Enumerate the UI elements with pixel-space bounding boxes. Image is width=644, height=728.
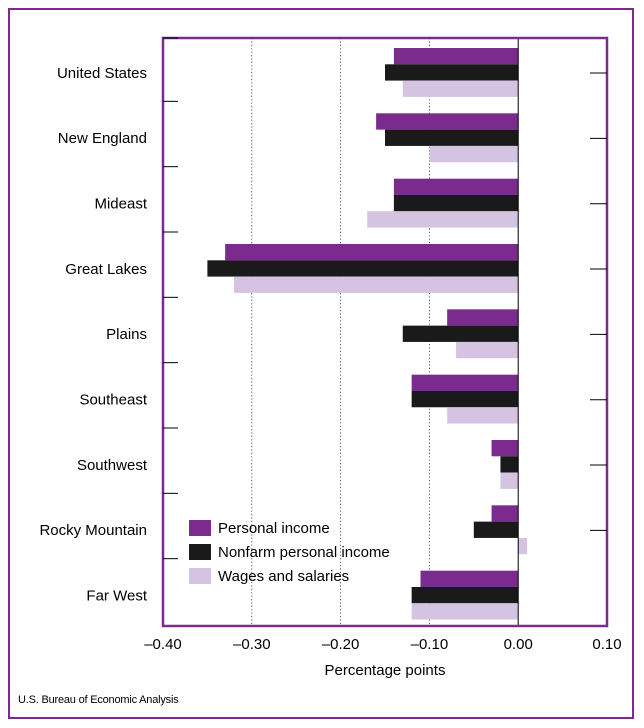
bar <box>393 194 519 212</box>
category-label: United States <box>57 65 147 82</box>
bar <box>473 521 519 538</box>
bar <box>420 570 519 587</box>
bar <box>500 456 519 473</box>
bar <box>411 603 519 620</box>
x-tick-label: 0.10 <box>592 636 621 653</box>
bar <box>207 260 519 277</box>
category-label: Southwest <box>77 457 148 474</box>
legend-label: Nonfarm personal income <box>218 544 390 561</box>
x-tick-label: –0.20 <box>322 636 360 653</box>
bar <box>225 244 519 261</box>
bar <box>411 390 519 408</box>
legend-label: Wages and salaries <box>218 568 349 585</box>
category-label: Plains <box>106 326 147 343</box>
bar <box>376 113 519 130</box>
bar <box>491 440 519 457</box>
bar <box>447 407 519 424</box>
bar <box>491 505 519 522</box>
legend-swatch <box>189 520 211 536</box>
bar <box>447 309 519 326</box>
bar <box>429 145 519 163</box>
x-tick-label: –0.40 <box>144 636 182 653</box>
chart-frame <box>8 8 634 719</box>
category-label: Far West <box>86 588 147 605</box>
legend-label: Personal income <box>218 520 330 537</box>
x-tick-label: –0.10 <box>411 636 449 653</box>
bar <box>518 537 528 555</box>
bar <box>385 64 519 81</box>
x-tick-label: –0.30 <box>233 636 271 653</box>
bar <box>393 48 519 65</box>
bar <box>456 341 519 359</box>
bar <box>385 129 519 146</box>
x-tick-label: 0.00 <box>504 636 533 653</box>
bar <box>234 276 519 293</box>
category-label: New England <box>58 130 147 147</box>
category-label: Great Lakes <box>65 261 147 278</box>
legend-swatch <box>189 544 211 560</box>
x-axis-label: Percentage points <box>325 662 446 679</box>
bar <box>367 211 519 228</box>
bar <box>402 325 519 342</box>
legend-swatch <box>189 568 211 584</box>
bar <box>411 374 519 391</box>
category-label: Southeast <box>79 392 147 409</box>
category-label: Mideast <box>94 196 147 213</box>
bar <box>500 472 519 489</box>
source-note: U.S. Bureau of Economic Analysis <box>18 694 179 706</box>
bar <box>393 178 519 195</box>
category-label: Rocky Mountain <box>39 522 147 539</box>
bar <box>411 586 519 604</box>
plot-area <box>161 36 609 628</box>
bar <box>402 80 519 97</box>
